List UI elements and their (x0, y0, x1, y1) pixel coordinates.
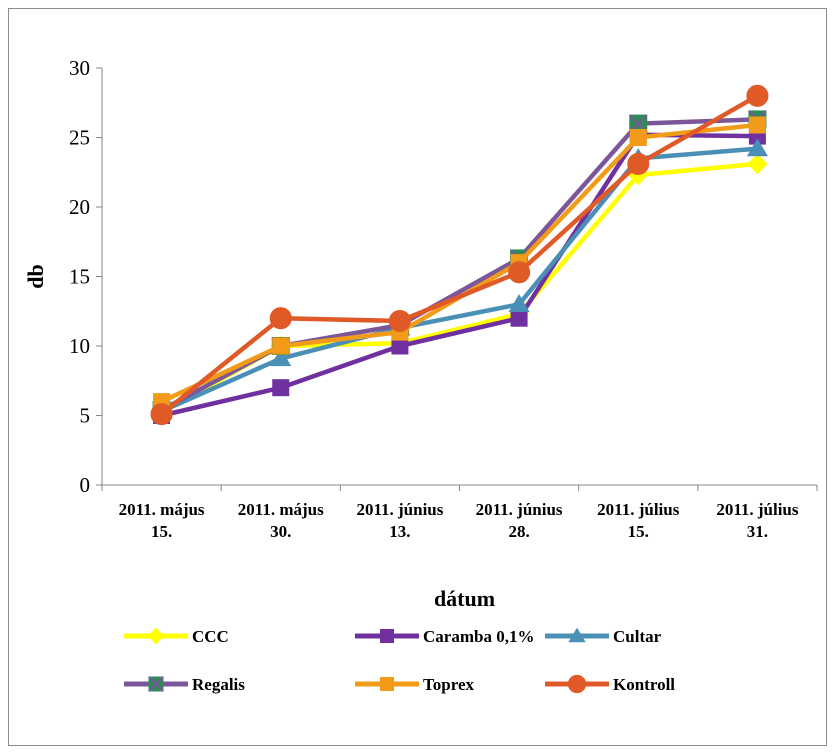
legend-label-regalis: Regalis (192, 675, 245, 694)
y-tick-label: 0 (80, 473, 91, 497)
legend-label-kontroll: Kontroll (613, 675, 675, 694)
data-point-ccc (747, 153, 768, 175)
data-point-caramba-0-1 (510, 309, 528, 327)
data-point-caramba-0-1 (391, 337, 409, 355)
x-tick-label: 2011. május (238, 500, 324, 519)
data-point-toprex (748, 116, 766, 134)
data-point-kontroll (269, 307, 292, 330)
data-point-cultar (508, 294, 530, 312)
legend-marker-cultar (568, 627, 586, 643)
y-axis-title: db (23, 264, 48, 288)
line-chart: 0 5 10 15 20 25 30 2011. május 15. 2011. május 30.… (23, 56, 818, 694)
x-tick-label-line2: 30. (270, 522, 291, 541)
data-point-toprex (629, 129, 647, 146)
data-point-cultar (746, 138, 768, 157)
y-tick-label: 30 (69, 56, 90, 80)
legend-label-cultar: Cultar (613, 627, 662, 646)
x-tick-label: 2011. július (597, 500, 680, 519)
series-line-kontroll (160, 93, 759, 416)
y-tick-label: 15 (69, 265, 90, 289)
series-line-regalis (160, 117, 758, 412)
x-tick-label: 2011. május (119, 500, 205, 519)
x-tick-label: 2011. június (356, 500, 443, 519)
series-line-toprex (160, 122, 758, 404)
data-point-caramba-0-1 (272, 379, 290, 397)
x-tick-label-line2: 15. (151, 522, 172, 541)
legend-marker-ccc (147, 627, 165, 645)
data-point-kontroll (508, 261, 531, 284)
legend-label-caramba-0-1: Caramba 0,1% (423, 627, 534, 646)
data-point-kontroll (150, 403, 173, 426)
y-tick-label: 25 (69, 126, 90, 150)
series-line-ccc (160, 161, 758, 415)
data-point-cultar (270, 348, 292, 367)
y-tick-label: 5 (80, 404, 91, 428)
x-tick-label-line2: 13. (389, 522, 410, 541)
chart-frame: 0 5 10 15 20 25 30 2011. május 15. 2011. május 30.… (8, 8, 827, 746)
x-tick-label: 2011. június (476, 500, 563, 519)
legend-label-ccc: CCC (192, 627, 229, 646)
legend-marker-regalis-cross (148, 676, 164, 692)
x-tick-label-line2: 31. (747, 522, 768, 541)
legend-label-toprex: Toprex (423, 675, 475, 694)
data-point-kontroll (627, 152, 650, 175)
legend-marker-toprex (380, 677, 394, 691)
x-axis-title: dátum (434, 586, 495, 611)
x-tick-label-line2: 28. (508, 522, 529, 541)
x-tick-label: 2011. július (716, 500, 799, 519)
x-tick-label-line2: 15. (628, 522, 649, 541)
legend-marker-caramba-0-1 (380, 629, 394, 643)
data-point-kontroll (746, 84, 769, 107)
legend-marker-kontroll (567, 674, 587, 694)
y-tick-label: 10 (69, 334, 90, 358)
y-tick-label: 20 (69, 195, 90, 219)
data-point-toprex (272, 337, 290, 355)
data-point-kontroll (388, 309, 411, 333)
series-line-cultar (160, 146, 758, 414)
